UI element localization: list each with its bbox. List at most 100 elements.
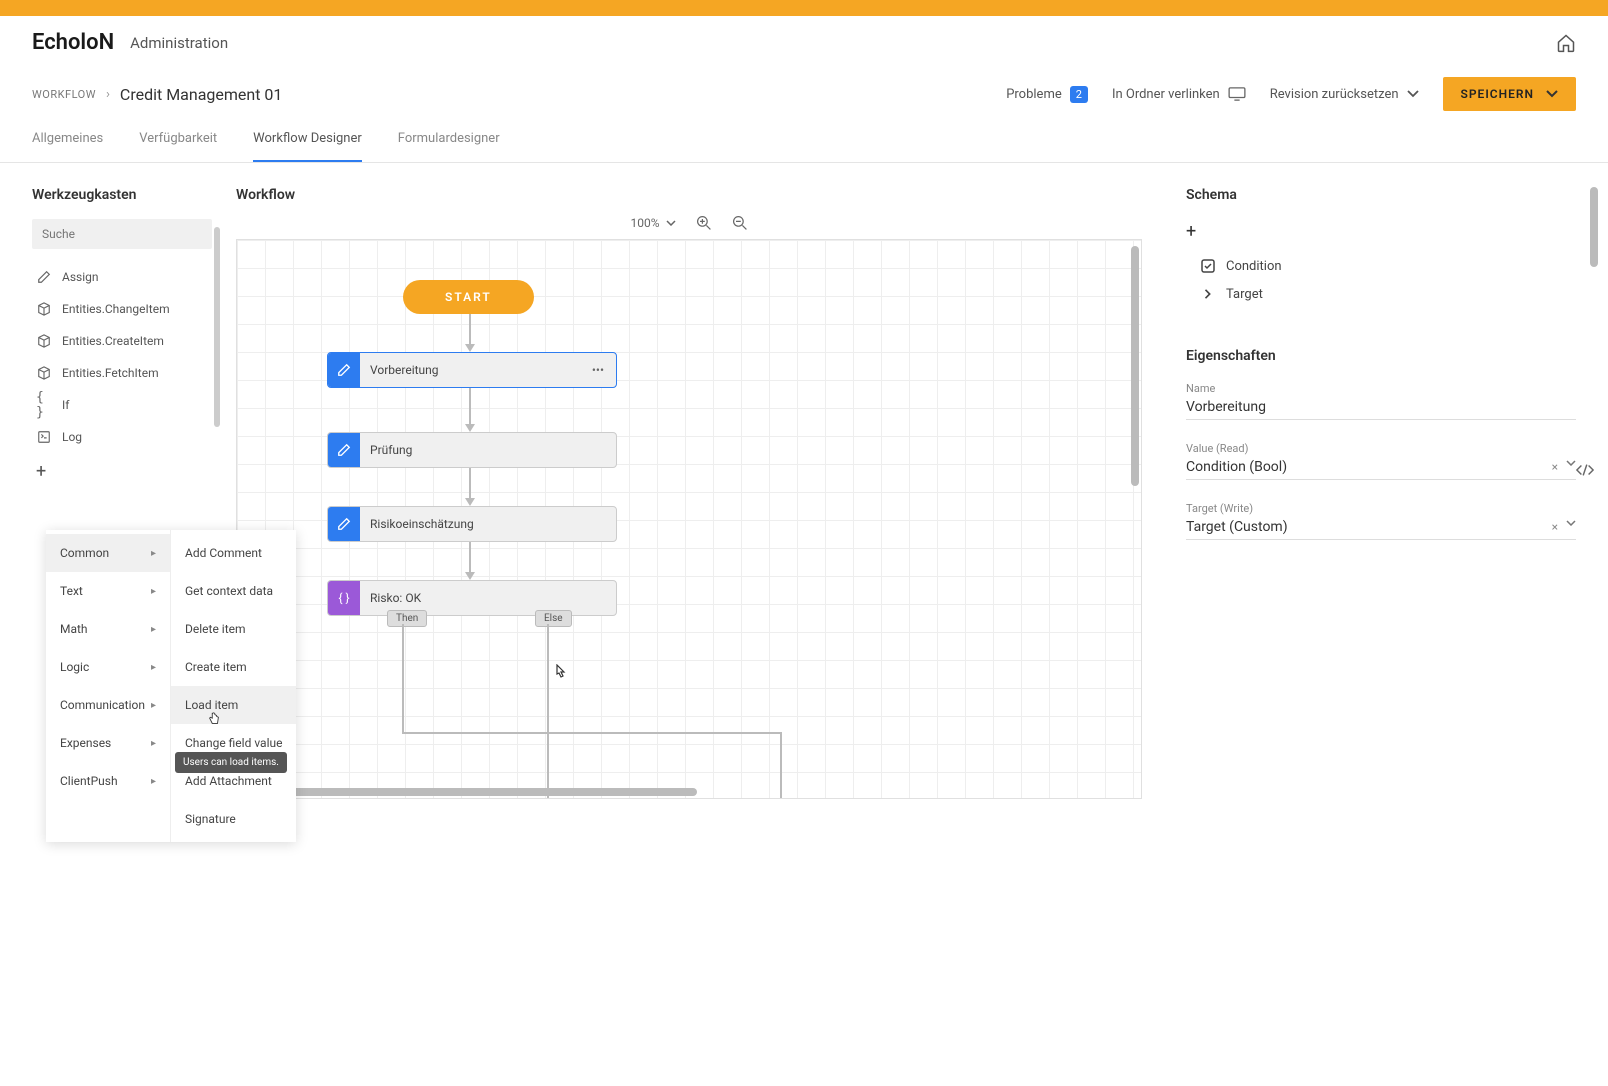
menu-category-expenses[interactable]: Expenses▸ [46,724,170,762]
cube-icon [36,333,52,349]
flow-arrow [469,314,471,346]
chevron-down-icon[interactable] [1566,460,1576,466]
home-icon[interactable] [1556,33,1576,53]
chevron-down-icon [1546,90,1558,98]
header-actions: Probleme 2 In Ordner verlinken Revision … [1006,77,1576,111]
task-node-vorbereitung[interactable]: Vorbereitung ••• [327,352,617,388]
tool-item-entities-createitem[interactable]: Entities.CreateItem [32,325,212,357]
tool-item-log[interactable]: Log [32,421,212,453]
pencil-icon [328,433,360,467]
menu-item-load-item[interactable]: Load item [171,686,296,724]
tab-formulardesigner[interactable]: Formulardesigner [398,131,500,162]
tool-label: Entities.CreateItem [62,334,164,348]
schema-title: Schema [1186,187,1576,203]
menu-item-delete-item[interactable]: Delete item [171,610,296,648]
prop-field-name: NameVorbereitung [1186,382,1576,420]
prop-value[interactable]: Condition (Bool)× [1186,459,1576,480]
cube-icon [36,301,52,317]
arrow-head-icon [465,344,475,352]
canvas-scrollbar-h[interactable] [277,788,697,796]
canvas-scrollbar-v[interactable] [1131,246,1139,486]
if-node-risko-ok[interactable]: { } Risko: OK [327,580,617,616]
menu-category-math[interactable]: Math▸ [46,610,170,648]
tooltip: Users can load items. [175,752,287,773]
task-label: Risikoeinschätzung [360,517,474,531]
tab-workflow-designer[interactable]: Workflow Designer [253,131,362,162]
probleme-label: Probleme [1006,87,1062,102]
schema-item-target[interactable]: Target [1186,280,1576,308]
schema-add-button[interactable]: + [1186,217,1576,252]
prop-field-target-write-: Target (Write)Target (Custom)× [1186,502,1576,540]
canvas-title: Workflow [236,187,1142,203]
menu-label: Load item [185,698,238,712]
zoom-value: 100% [630,216,659,230]
menu-label: Get context data [185,584,273,598]
chevron-down-icon[interactable] [1566,520,1576,526]
task-node-pruefung[interactable]: Prüfung [327,432,617,468]
start-node[interactable]: START [403,280,534,314]
menu-label: Logic [60,660,89,674]
tool-item-assign[interactable]: Assign [32,261,212,293]
revision-reset[interactable]: Revision zurücksetzen [1270,87,1419,102]
clear-icon[interactable]: × [1552,460,1558,474]
save-label: SPEICHERN [1461,87,1534,101]
zoom-select[interactable]: 100% [630,216,675,230]
braces-icon: { } [36,397,52,413]
menu-category-common[interactable]: Common▸ [46,534,170,572]
schema-scrollbar[interactable] [1590,187,1598,267]
tab-verfuegbarkeit[interactable]: Verfügbarkeit [139,131,217,162]
menu-label: Change field value [185,736,282,750]
cube-icon [36,365,52,381]
prop-label: Value (Read) [1186,442,1576,455]
task-node-risiko[interactable]: Risikoeinschätzung [327,506,617,542]
prop-value[interactable]: Target (Custom)× [1186,519,1576,540]
menu-label: Signature [185,812,236,826]
menu-label: Math [60,622,88,636]
monitor-icon [1228,87,1246,101]
toolbox-scrollbar[interactable] [214,227,220,427]
menu-label: Common [60,546,109,560]
chevron-right-icon: ▸ [151,776,156,787]
flow-line [402,732,782,734]
menu-label: Add Attachment [185,774,272,788]
menu-item-create-item[interactable]: Create item [171,648,296,686]
schema-item-condition[interactable]: Condition [1186,252,1576,280]
menu-item-signature[interactable]: Signature [171,800,296,838]
node-more-icon[interactable]: ••• [592,363,616,377]
menu-category-clientpush[interactable]: ClientPush ▸ [46,762,170,800]
task-label: Prüfung [360,443,412,457]
then-branch-label: Then [387,610,427,627]
probleme-badge: 2 [1070,86,1088,103]
probleme-indicator[interactable]: Probleme 2 [1006,86,1088,103]
menu-label: ClientPush [60,774,118,788]
zoom-in-icon[interactable] [696,215,712,231]
tool-item-entities-fetchitem[interactable]: Entities.FetchItem [32,357,212,389]
arrow-head-icon [465,498,475,506]
menu-item-get-context-data[interactable]: Get context data [171,572,296,610]
tool-item-if[interactable]: { } If [32,389,212,421]
link-in-folder[interactable]: In Ordner verlinken [1112,87,1246,102]
add-tool-button[interactable]: + [32,453,212,490]
tool-item-entities-changeitem[interactable]: Entities.ChangeItem [32,293,212,325]
chevron-right-icon: ▸ [151,662,156,673]
menu-category-logic[interactable]: Logic ▸ [46,648,170,686]
zoom-out-icon[interactable] [732,215,748,231]
menu-category-text[interactable]: Text ▸ [46,572,170,610]
chevron-right-icon: ▸ [151,586,156,597]
clear-icon[interactable]: × [1552,520,1558,534]
code-icon[interactable] [1576,463,1594,477]
tab-allgemeines[interactable]: Allgemeines [32,131,103,162]
save-button[interactable]: SPEICHERN [1443,77,1576,111]
menu-item-add-comment[interactable]: Add Comment [171,534,296,572]
workflow-canvas[interactable]: START Vorbereitung ••• Prüfung Risikoein… [236,239,1142,799]
prop-value[interactable]: Vorbereitung [1186,399,1576,420]
link-folder-label: In Ordner verlinken [1112,87,1220,102]
menu-label: Delete item [185,622,246,636]
menu-label: Text [60,584,83,598]
menu-category-communication[interactable]: Communication▸ [46,686,170,724]
flow-arrow [469,388,471,426]
breadcrumb-section[interactable]: WORKFLOW [32,88,96,101]
context-menu: Common▸Text▸Math▸Logic▸Communication▸Exp… [46,530,296,842]
tool-label: If [62,398,69,412]
toolbox-search-input[interactable] [32,219,212,249]
